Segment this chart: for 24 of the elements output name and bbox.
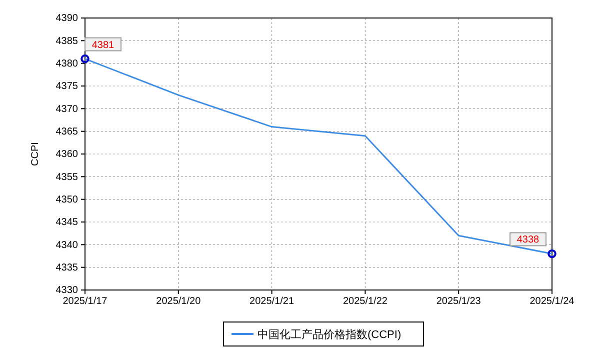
y-axis-title: CCPI (30, 142, 41, 166)
y-tick-label: 4355 (56, 172, 78, 183)
y-tick-label: 4330 (56, 285, 78, 296)
y-tick-label: 4340 (56, 240, 78, 251)
x-tick-label: 2025/1/22 (342, 296, 388, 308)
legend-label: 中国化工产品价格指数(CCPI) (258, 328, 402, 341)
y-tick-label: 4370 (56, 104, 78, 115)
x-tick-label: 2025/1/24 (530, 296, 575, 308)
y-tick-label: 4365 (56, 126, 78, 138)
y-tick-label: 4380 (56, 58, 78, 70)
y-tick-label: 4350 (56, 194, 78, 206)
x-tick-label: 2025/1/23 (436, 296, 482, 308)
y-tick-label: 4375 (56, 81, 78, 92)
x-tick-label: 2025/1/17 (62, 296, 108, 308)
y-tick-label: 4390 (56, 13, 78, 24)
data-label: 4381 (92, 40, 115, 51)
x-tick-label: 2025/1/21 (250, 296, 294, 308)
y-tick-label: 4345 (56, 217, 78, 228)
y-tick-label: 4360 (56, 149, 78, 160)
line-series (84, 58, 553, 254)
data-label: 4338 (516, 234, 540, 246)
y-tick-label: 4335 (56, 262, 78, 274)
y-tick-label: 4385 (56, 36, 78, 47)
x-tick-label: 2025/1/20 (156, 296, 202, 308)
